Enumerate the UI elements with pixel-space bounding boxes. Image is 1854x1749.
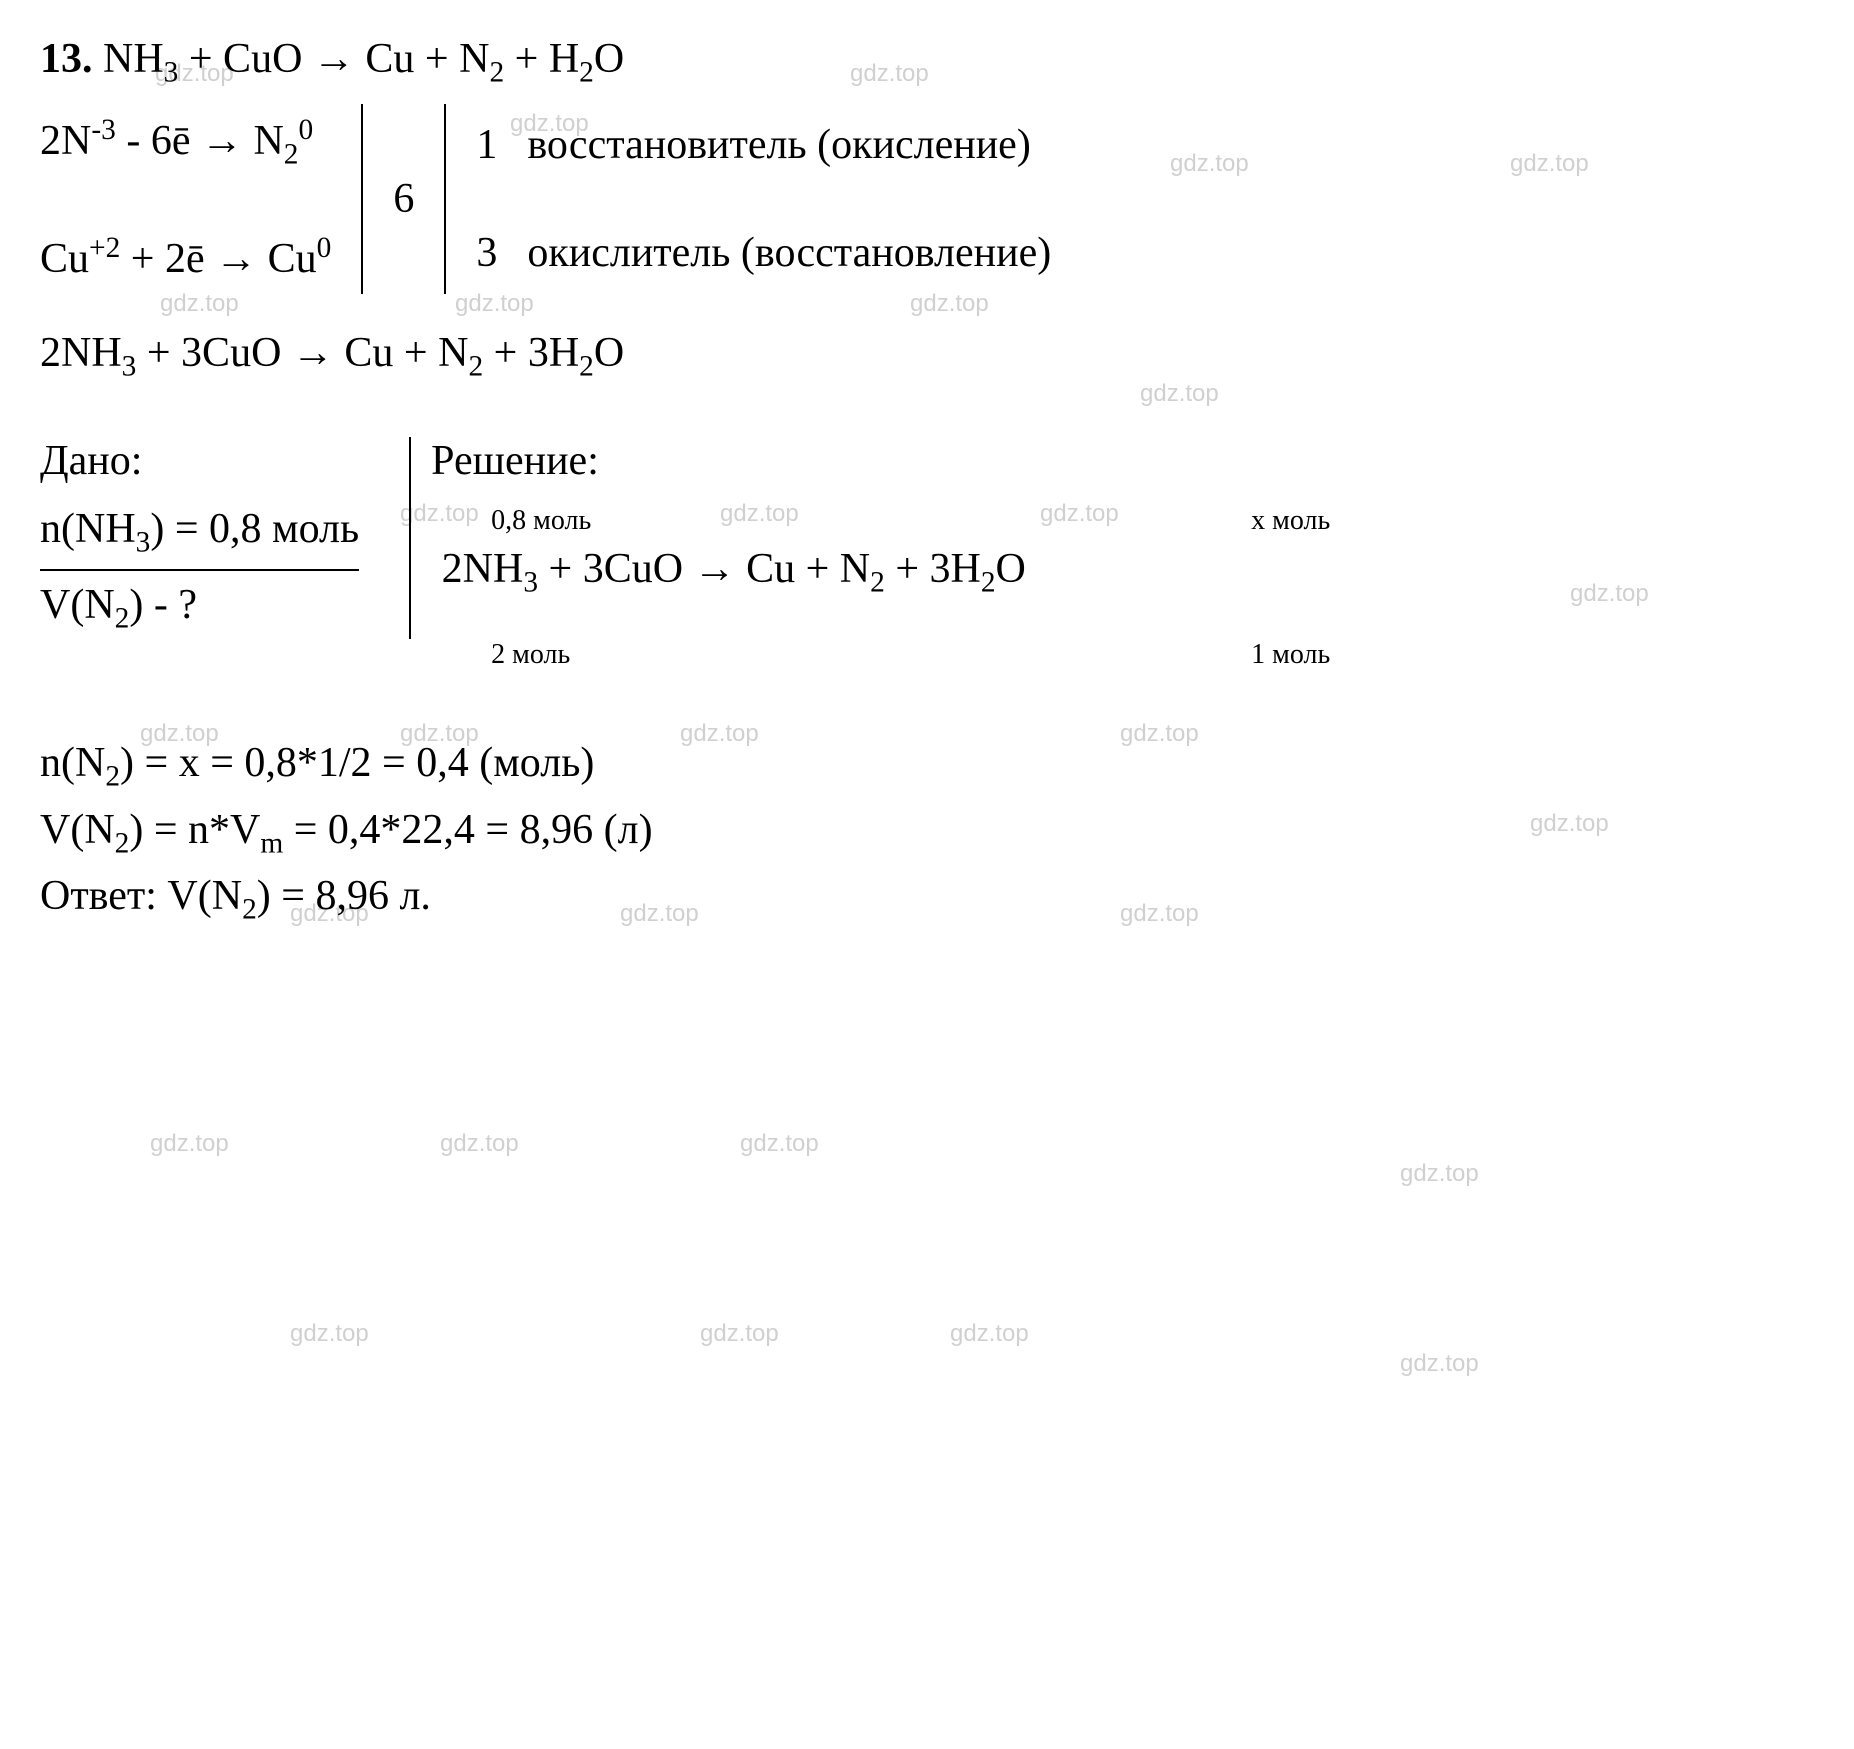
ann-top-2: x моль: [1251, 505, 1330, 537]
watermark-text: gdz.top: [700, 1320, 779, 1348]
ann-bot-1: 2 моль: [491, 639, 570, 671]
answer-line: Ответ: V(N2) = 8,96 л.: [40, 872, 1814, 926]
vertical-bar-given: [409, 437, 411, 639]
watermark-text: gdz.top: [740, 1130, 819, 1158]
electron-balance-block: 2N-3 - 6ē → N20 Cu+2 + 2ē → Cu0 6 1 3 во…: [40, 104, 1814, 294]
solution-column: Решение: 0,8 моль x моль 2NH3 + 3CuO → C…: [431, 437, 1814, 639]
watermark-text: gdz.top: [440, 1130, 519, 1158]
annotated-equation: 0,8 моль x моль 2NH3 + 3CuO → Cu + N2 + …: [431, 545, 1814, 599]
solution-title: Решение:: [431, 437, 1814, 485]
solution-equation: 2NH3 + 3CuO → Cu + N2 + 3H2O: [431, 545, 1814, 599]
watermark-text: gdz.top: [290, 1320, 369, 1348]
given-find: V(N2) - ?: [40, 581, 359, 635]
problem-number: 13.: [40, 36, 93, 82]
calculations-block: n(N2) = x = 0,8*1/2 = 0,4 (моль) V(N2) =…: [40, 739, 1814, 926]
given-divider: [40, 569, 359, 571]
given-data: n(NH3) = 0,8 моль: [40, 505, 359, 559]
vertical-bar-1: [361, 104, 363, 294]
unbalanced-equation: NH3 + CuO → Cu + N2 + H2O: [103, 36, 624, 82]
redox-roles: восстановитель (окисление) окислитель (в…: [527, 121, 1051, 277]
given-title: Дано:: [40, 437, 359, 485]
role-2: окислитель (восстановление): [527, 229, 1051, 277]
given-column: Дано: n(NH3) = 0,8 моль V(N2) - ?: [40, 437, 389, 639]
role-1: восстановитель (окисление): [527, 121, 1051, 169]
watermark-text: gdz.top: [150, 1130, 229, 1158]
coeff-2: 3: [476, 229, 497, 277]
lcm-value: 6: [383, 175, 424, 223]
watermark-text: gdz.top: [1400, 1350, 1479, 1378]
half-reaction-1: 2N-3 - 6ē → N20: [40, 114, 331, 171]
coeff-1: 1: [476, 121, 497, 169]
watermark-text: gdz.top: [950, 1320, 1029, 1348]
vertical-bar-2: [444, 104, 446, 294]
balanced-equation: 2NH3 + 3CuO → Cu + N2 + 3H2O: [40, 324, 1814, 388]
ann-top-1: 0,8 моль: [491, 505, 591, 537]
calc-line-2: V(N2) = n*Vm = 0,4*22,4 = 8,96 (л): [40, 806, 1814, 860]
calc-line-1: n(N2) = x = 0,8*1/2 = 0,4 (моль): [40, 739, 1814, 793]
half-reactions: 2N-3 - 6ē → N20 Cu+2 + 2ē → Cu0: [40, 114, 331, 282]
watermark-text: gdz.top: [1400, 1160, 1479, 1188]
coefficients: 1 3: [476, 121, 497, 277]
problem-header: 13. NH3 + CuO → Cu + N2 + H2O: [40, 30, 1814, 94]
given-solution-block: Дано: n(NH3) = 0,8 моль V(N2) - ? Решени…: [40, 437, 1814, 639]
ann-bot-2: 1 моль: [1251, 639, 1330, 671]
half-reaction-2: Cu+2 + 2ē → Cu0: [40, 232, 331, 283]
